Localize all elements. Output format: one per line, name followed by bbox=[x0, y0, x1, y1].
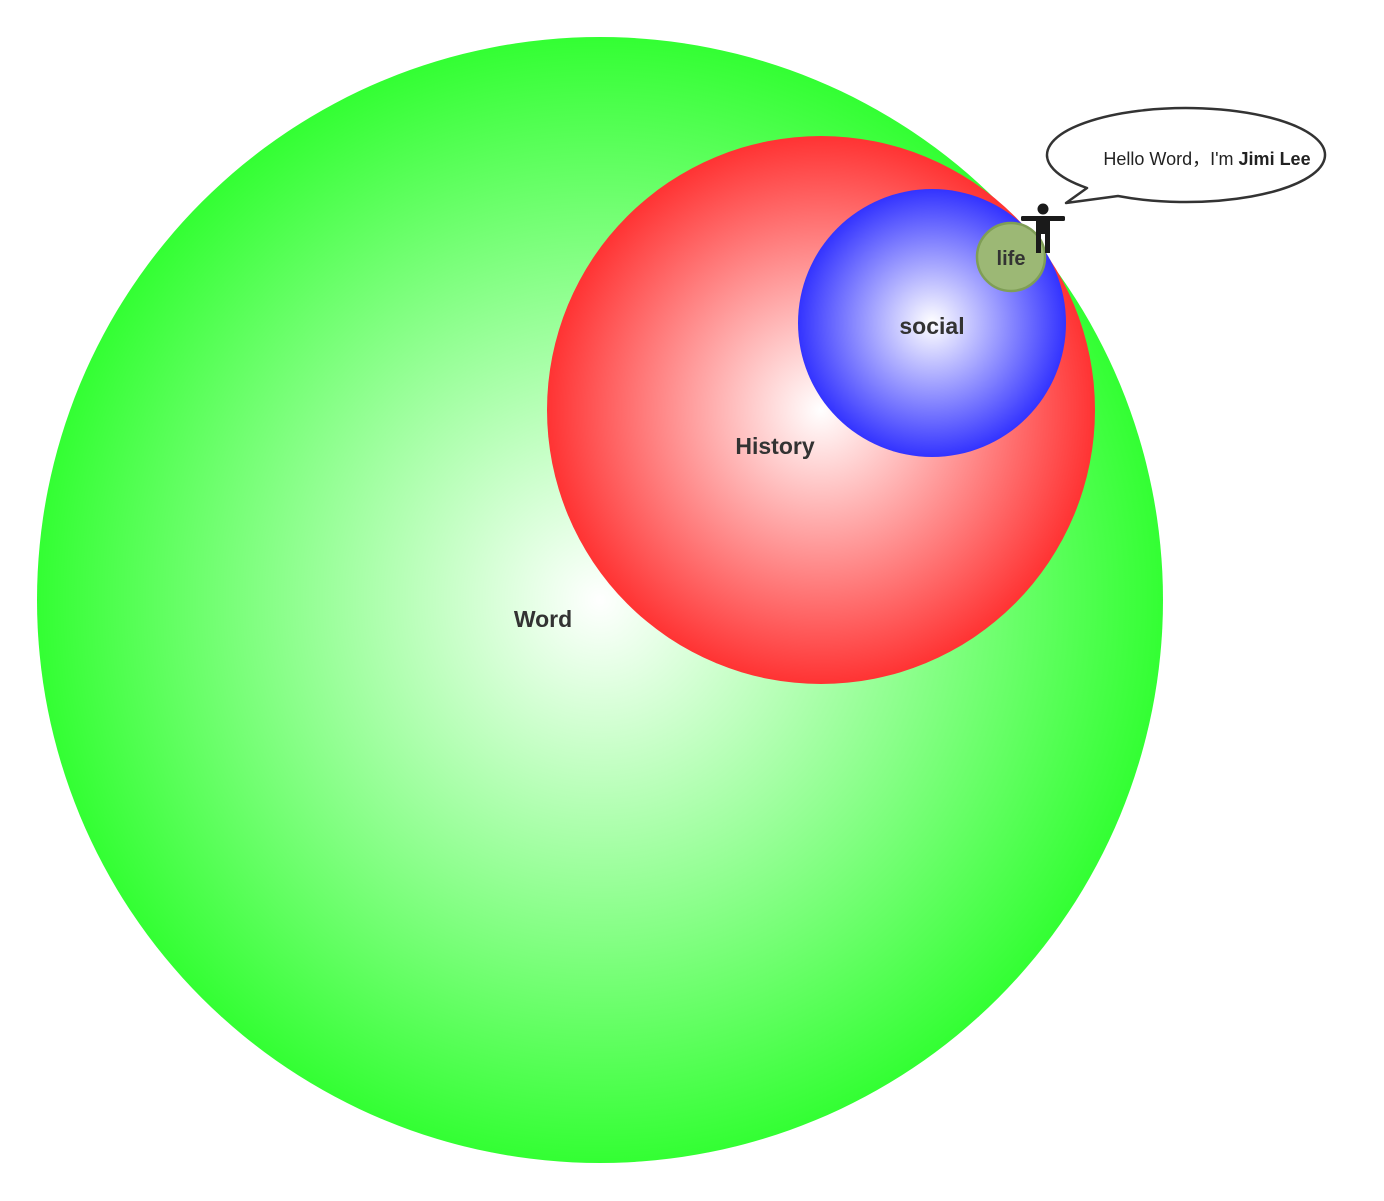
life-label: life bbox=[997, 248, 1026, 270]
social-label: social bbox=[899, 313, 964, 339]
speech-bubble[interactable]: Hello Word，I'm Jimi Lee bbox=[1045, 106, 1327, 205]
person-icon bbox=[1021, 203, 1065, 253]
world-label: Word bbox=[514, 606, 572, 632]
speech-bubble-text: Hello Word，I'm Jimi Lee bbox=[1103, 149, 1310, 169]
life-circle[interactable] bbox=[975, 221, 1047, 293]
life-circle-group[interactable]: life bbox=[975, 221, 1047, 293]
speech-bubble-greeting: Hello Word，I'm bbox=[1103, 149, 1238, 169]
speech-bubble-shape bbox=[1045, 106, 1327, 205]
history-label: History bbox=[735, 433, 814, 459]
speech-bubble-name: Jimi Lee bbox=[1239, 149, 1311, 169]
